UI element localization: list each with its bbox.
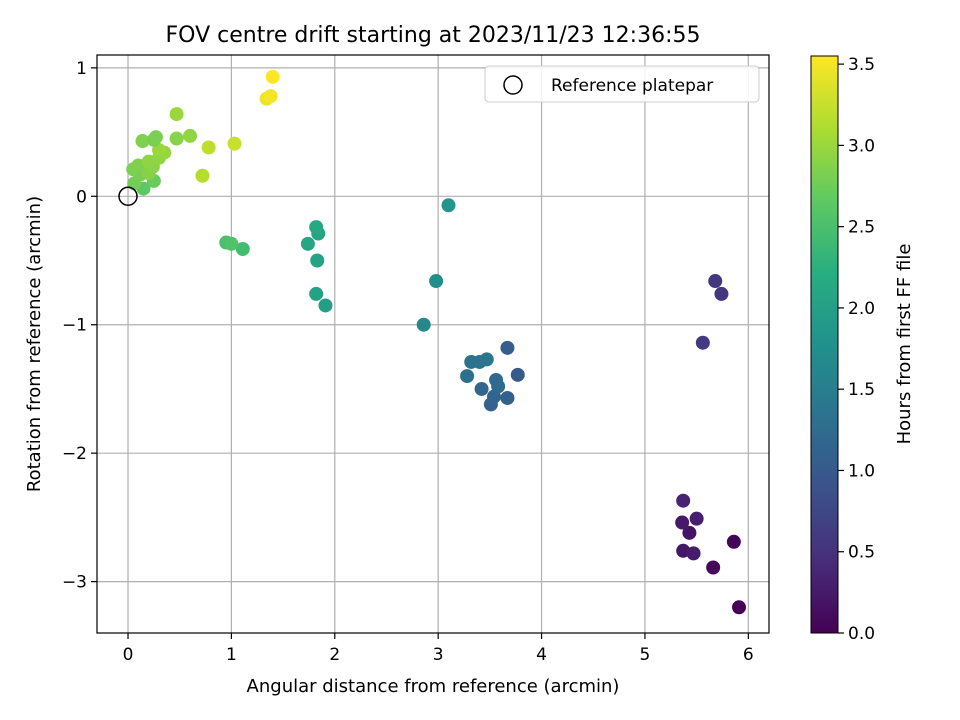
colorbar-tick-label: 2.5 [848, 218, 875, 238]
data-point [224, 236, 239, 251]
colorbar-tick-label: 2.0 [848, 299, 875, 319]
data-point [309, 220, 324, 235]
y-tick-label: 1 [76, 59, 87, 79]
data-point [676, 493, 691, 508]
y-tick-label: −1 [62, 316, 87, 336]
data-point [682, 525, 697, 540]
data-point [500, 390, 515, 405]
data-points [126, 69, 747, 615]
data-point [300, 236, 315, 251]
data-point [689, 511, 704, 526]
x-axis-ticks: 0 1 2 3 4 5 6 [123, 633, 754, 665]
y-tick-label: 0 [76, 187, 87, 207]
reference-marker [118, 186, 138, 207]
grid-lines [97, 55, 769, 633]
data-point [510, 367, 525, 382]
data-point [714, 286, 729, 301]
data-point [460, 369, 475, 384]
x-tick-label: 2 [329, 645, 340, 665]
data-point [135, 134, 150, 149]
data-point [441, 198, 456, 213]
x-tick-label: 6 [743, 645, 754, 665]
data-point [708, 274, 723, 289]
colorbar-tick-label: 1.5 [848, 380, 875, 400]
data-point [500, 340, 515, 355]
x-tick-label: 5 [640, 645, 651, 665]
x-tick-label: 1 [226, 645, 237, 665]
data-point [148, 130, 163, 145]
data-point [474, 381, 489, 396]
data-point [235, 241, 250, 256]
data-point [201, 140, 216, 155]
y-axis-label: Rotation from reference (arcmin) [24, 196, 45, 492]
legend-label: Reference platepar [551, 76, 713, 96]
data-point [686, 546, 701, 561]
y-tick-label: −3 [62, 573, 87, 593]
colorbar [810, 55, 839, 634]
legend-marker [503, 75, 523, 95]
data-point [429, 274, 444, 289]
data-point [675, 515, 690, 530]
data-point [169, 131, 184, 146]
x-axis-label: Angular distance from reference (arcmin) [247, 676, 620, 697]
data-point [169, 107, 184, 122]
data-point [183, 128, 198, 143]
data-point [491, 379, 506, 394]
data-point [695, 335, 710, 350]
legend-box [484, 65, 760, 103]
data-point [479, 352, 494, 367]
colorbar-tick-label: 3.0 [848, 136, 875, 156]
x-tick-label: 4 [536, 645, 547, 665]
colorbar-label: Hours from first FF file [894, 244, 915, 445]
data-point [706, 560, 721, 575]
y-tick-label: −2 [62, 444, 87, 464]
colorbar-ticks: 0.0 0.5 1.0 1.5 2.0 2.5 3.0 3.5 [838, 55, 875, 644]
data-point [263, 89, 278, 104]
x-tick-label: 0 [123, 645, 134, 665]
chart-title: FOV centre drift starting at 2023/11/23 … [166, 23, 701, 48]
data-point [195, 168, 210, 183]
data-point [227, 136, 242, 151]
legend: Reference platepar [484, 65, 760, 103]
data-point [310, 253, 325, 268]
data-point [309, 286, 324, 301]
colorbar-tick-label: 0.5 [848, 543, 875, 563]
data-point [416, 317, 431, 332]
data-point [265, 69, 280, 84]
data-point [318, 298, 333, 313]
plot-frame [96, 54, 770, 634]
colorbar-tick-label: 1.0 [848, 461, 875, 481]
data-point [726, 534, 741, 549]
y-axis-ticks: −3 −2 −1 0 1 [62, 59, 97, 593]
x-tick-label: 3 [433, 645, 444, 665]
colorbar-tick-label: 0.0 [848, 624, 875, 644]
colorbar-tick-label: 3.5 [848, 55, 875, 75]
data-point [732, 600, 747, 615]
